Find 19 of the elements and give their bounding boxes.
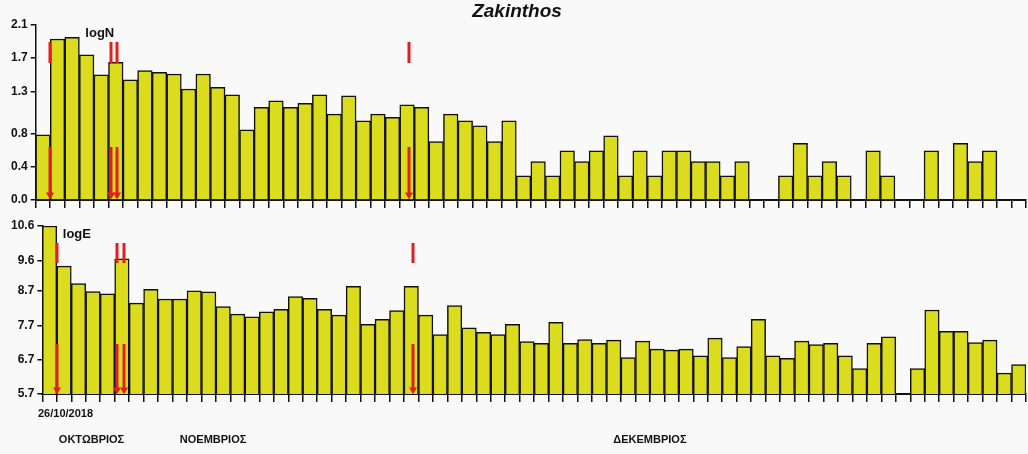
- text: 26/10/2018: [37, 407, 94, 420]
- y-tick-label: 7.7: [17, 317, 35, 332]
- y-tick-label: 6.7: [17, 352, 35, 367]
- y-tick-label: 10.6: [11, 218, 35, 233]
- y-tick-label: 0.8: [10, 125, 28, 140]
- y-tick-label: 0.0: [10, 192, 28, 207]
- y-tick-label: 1.7: [10, 50, 28, 65]
- y-tick-label: 9.6: [17, 252, 35, 267]
- y-tick-label: 2.1: [10, 17, 28, 32]
- text: ΝΟΕΜΒΡΙΟΣ: [179, 433, 247, 446]
- y-axis-title: logN: [85, 24, 115, 40]
- y-tick-label: 0.4: [10, 158, 28, 173]
- y-tick-label: 8.7: [17, 283, 35, 298]
- y-tick-label: 1.3: [10, 83, 28, 98]
- chart-title: Zakinthos: [471, 0, 562, 21]
- text: ΔΕΚΕΜΒΡΙΟΣ: [613, 433, 687, 446]
- y-tick-label: 5.7: [17, 386, 35, 401]
- y-axis-title: logE: [62, 226, 92, 242]
- text: ΟΚΤΩΒΡΙΟΣ: [58, 433, 125, 446]
